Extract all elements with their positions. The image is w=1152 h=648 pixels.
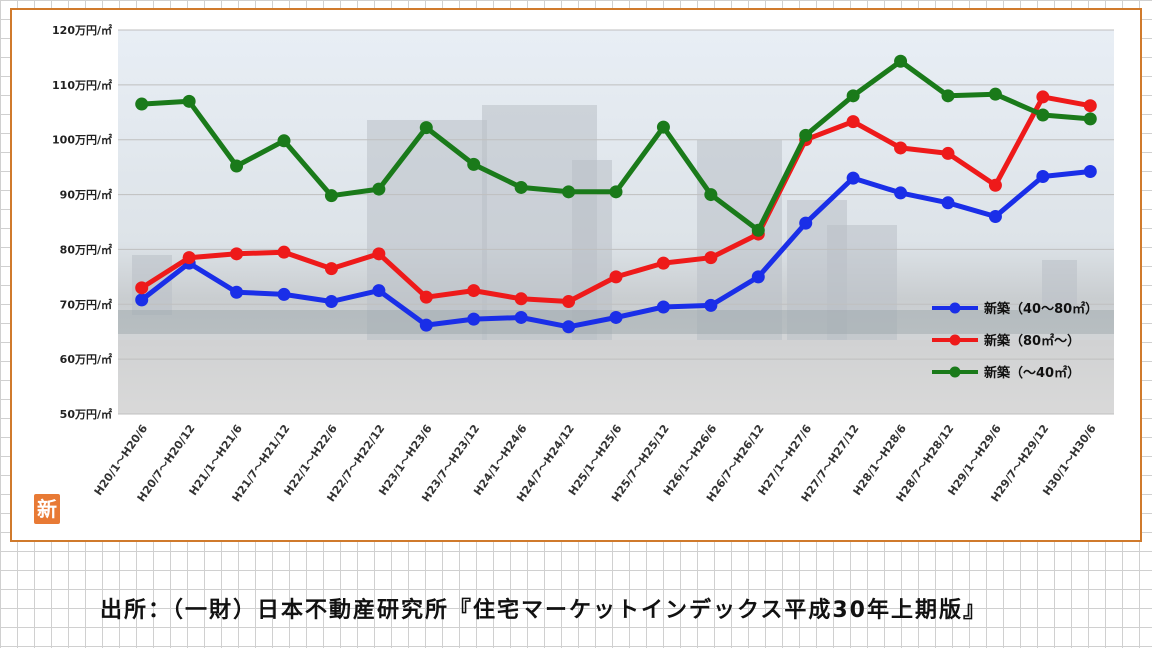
series-point-2 — [988, 178, 1002, 192]
series-point-2 — [324, 262, 338, 276]
series-point-2 — [846, 115, 860, 129]
series-point-1 — [372, 284, 386, 298]
y-tick-label: 110万円/㎡ — [52, 78, 112, 92]
series-point-3 — [467, 157, 481, 171]
series-point-1 — [704, 298, 718, 312]
series-point-2 — [419, 290, 433, 304]
y-tick-label: 120万円/㎡ — [52, 23, 112, 37]
series-point-1 — [751, 270, 765, 284]
series-point-3 — [514, 180, 528, 194]
y-tick-label: 80万円/㎡ — [60, 242, 112, 256]
series-point-2 — [562, 295, 576, 309]
series-point-2 — [514, 292, 528, 306]
background-building — [367, 120, 487, 340]
background-ground — [118, 340, 1114, 414]
series-point-1 — [609, 310, 623, 324]
series-point-1 — [988, 210, 1002, 224]
series-point-1 — [846, 171, 860, 185]
series-point-2 — [182, 251, 196, 265]
series-point-2 — [941, 146, 955, 160]
series-point-1 — [324, 295, 338, 309]
y-tick-label: 60万円/㎡ — [60, 352, 112, 366]
y-tick-label: 70万円/㎡ — [60, 297, 112, 311]
series-point-2 — [467, 284, 481, 298]
series-point-3 — [799, 128, 813, 142]
series-point-2 — [230, 247, 244, 261]
series-point-1 — [419, 318, 433, 332]
series-point-1 — [230, 285, 244, 299]
series-point-3 — [1036, 108, 1050, 122]
y-tick-label: 100万円/㎡ — [52, 133, 112, 147]
background-building — [827, 225, 897, 340]
series-point-3 — [894, 54, 908, 68]
series-point-3 — [751, 223, 765, 237]
logo-stamp: 新 — [34, 494, 60, 524]
series-point-3 — [1083, 112, 1097, 126]
line-chart: 50万円/㎡ 60万円/㎡ 70万円/㎡ 80万円/㎡ 90万円/㎡ 100万円/㎡ 110… — [52, 23, 1114, 504]
series-point-1 — [1083, 165, 1097, 179]
series-point-1 — [135, 293, 149, 307]
x-tick-label: H30/1～H30/6 — [1040, 422, 1099, 498]
y-tick-label: 90万円/㎡ — [60, 188, 112, 202]
series-point-2 — [609, 270, 623, 284]
series-point-3 — [135, 97, 149, 111]
series-point-2 — [704, 251, 718, 265]
series-point-3 — [372, 182, 386, 196]
legend-label: 新築（80㎡～） — [984, 333, 1080, 349]
background-building — [1042, 260, 1077, 310]
series-point-3 — [846, 89, 860, 103]
source-caption: 出所：（一財）日本不動産研究所『住宅マーケットインデックス平成30年上期版』 — [100, 598, 987, 623]
series-point-3 — [704, 188, 718, 202]
series-point-2 — [1083, 99, 1097, 113]
series-point-1 — [1036, 169, 1050, 183]
series-point-1 — [562, 320, 576, 334]
legend-marker — [949, 366, 961, 378]
series-point-3 — [609, 185, 623, 199]
series-point-3 — [324, 189, 338, 203]
series-point-1 — [894, 186, 908, 200]
series-point-2 — [1036, 90, 1050, 104]
series-point-2 — [894, 141, 908, 155]
series-point-3 — [182, 94, 196, 108]
series-point-2 — [277, 245, 291, 259]
series-point-1 — [514, 310, 528, 324]
series-point-3 — [419, 121, 433, 135]
series-point-3 — [988, 87, 1002, 101]
legend-label: 新築（40～80㎡） — [984, 301, 1098, 317]
legend-label: 新築（～40㎡） — [984, 365, 1080, 381]
series-point-2 — [372, 247, 386, 261]
y-tick-label: 50万円/㎡ — [60, 407, 112, 421]
series-point-3 — [230, 159, 244, 173]
series-point-1 — [799, 216, 813, 230]
legend-marker — [949, 302, 961, 314]
series-point-3 — [941, 89, 955, 103]
legend-marker — [949, 334, 961, 346]
series-point-2 — [135, 281, 149, 295]
series-point-3 — [562, 185, 576, 199]
series-point-3 — [656, 120, 670, 134]
series-point-1 — [277, 287, 291, 301]
series-point-1 — [656, 300, 670, 314]
series-point-3 — [277, 134, 291, 148]
series-point-2 — [656, 256, 670, 270]
series-point-1 — [467, 312, 481, 326]
series-point-1 — [941, 196, 955, 210]
chart-frame: 50万円/㎡ 60万円/㎡ 70万円/㎡ 80万円/㎡ 90万円/㎡ 100万円/㎡ 110… — [10, 8, 1142, 542]
